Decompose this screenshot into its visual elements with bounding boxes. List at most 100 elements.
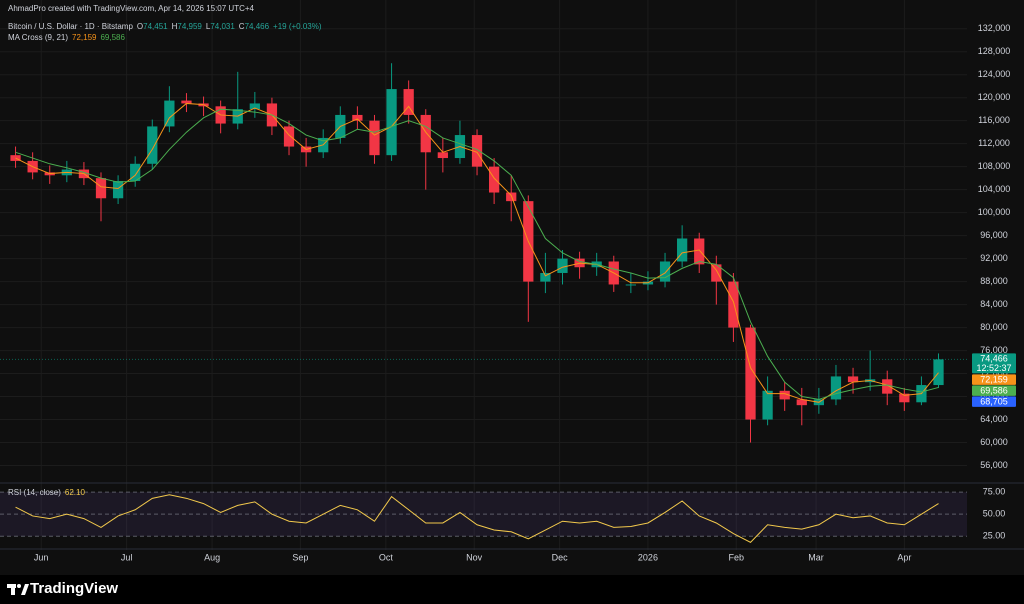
y-tick-label: 128,000 [978, 46, 1011, 56]
candle-body [181, 100, 192, 104]
candle-body [796, 399, 807, 406]
candle-body [164, 100, 175, 127]
symbol-legend: Bitcoin / U.S. Dollar · 1D · Bitstamp O7… [8, 22, 322, 31]
rsi-tick-label: 25.00 [983, 531, 1006, 541]
price-tag-label: 68,705 [980, 396, 1008, 406]
candle-body [830, 376, 842, 400]
ohlc-key: O [136, 22, 144, 31]
rsi-tick-label: 50.00 [983, 509, 1006, 519]
ohlc-value: 74,031 [210, 22, 235, 31]
candle-body [659, 261, 671, 282]
ohlc: O74,451 [137, 22, 168, 31]
x-tick-label: Jul [121, 552, 133, 562]
x-tick-label: Dec [552, 552, 569, 562]
y-tick-label: 116,000 [978, 115, 1010, 125]
ma-legend: MA Cross (9, 21) 72,159 69,586 [8, 33, 125, 42]
y-tick-label: 100,000 [978, 207, 1011, 217]
indicator-name: MA Cross (9, 21) [8, 33, 69, 42]
price-tag-label: 74,466 [980, 353, 1008, 363]
candle-body [420, 114, 431, 153]
x-tick-label: Oct [379, 552, 394, 562]
rsi-line [15, 494, 939, 543]
candle-body [386, 89, 397, 156]
attribution-text: AhmadPro created with TradingView.com, A… [8, 4, 254, 13]
candle-body [882, 379, 893, 394]
candle-body [352, 114, 363, 121]
price-tag [972, 396, 1016, 407]
attribution: AhmadPro created with TradingView.com, A… [8, 4, 254, 13]
ohlc: H74,959 [172, 22, 202, 31]
y-tick-label: 96,000 [980, 230, 1008, 240]
change: +19 (+0.03%) [273, 22, 322, 31]
y-tick-label: 92,000 [980, 253, 1008, 263]
price-tag-label: 72,159 [980, 374, 1008, 384]
y-tick-label: 60,000 [980, 437, 1008, 447]
x-tick-label: Apr [897, 552, 911, 562]
ohlc-value: 74,959 [177, 22, 202, 31]
candle-body [899, 393, 910, 403]
candle-body [403, 89, 414, 115]
symbol: Bitcoin / U.S. Dollar · 1D · Bitstamp [8, 22, 133, 31]
candle-body [728, 281, 739, 328]
candle-body [95, 178, 107, 199]
x-tick-label: Jun [34, 552, 49, 562]
chart-stage: 56,00060,00064,00068,00072,00076,00080,0… [0, 0, 1024, 575]
footer: TradingView [0, 575, 1024, 604]
ohlc-key: H [171, 22, 178, 31]
y-tick-label: 112,000 [978, 138, 1010, 148]
candle-body [369, 120, 380, 156]
ma-slow: 69,586 [100, 33, 125, 42]
ohlc-value: 74,466 [244, 22, 270, 31]
x-tick-label: Sep [292, 552, 308, 562]
candle-body [745, 327, 756, 420]
ohlc: C74,466 [239, 22, 269, 31]
candle-body [557, 258, 568, 273]
y-tick-label: 104,000 [978, 184, 1011, 194]
candle-body [779, 390, 790, 400]
price-tag-label: 69,586 [980, 385, 1008, 395]
countdown: 12:52:37 [976, 363, 1011, 373]
y-tick-label: 64,000 [980, 414, 1008, 424]
ohlc-value: 74,451 [143, 22, 168, 31]
candle-body [437, 152, 448, 159]
y-tick-label: 120,000 [978, 92, 1011, 102]
moving-average [15, 102, 939, 403]
brand[interactable]: TradingView [30, 580, 119, 597]
price-tag [972, 385, 1016, 396]
rsi-value: 62.10 [64, 488, 85, 497]
y-tick-label: 132,000 [978, 23, 1011, 33]
y-tick-label: 76,000 [980, 345, 1008, 355]
rsi-tick-label: 75.00 [983, 487, 1006, 497]
ohlc-key: L [205, 22, 211, 31]
candle-body [625, 284, 636, 286]
ohlc: L74,031 [206, 22, 235, 31]
x-tick-label: Nov [466, 552, 483, 562]
y-tick-label: 108,000 [978, 161, 1011, 171]
x-tick-label: Aug [204, 552, 220, 562]
candle-body [933, 359, 944, 386]
candle-body [762, 390, 773, 420]
y-tick-label: 84,000 [980, 299, 1008, 309]
candle-body [540, 272, 551, 282]
candle-body [112, 181, 124, 199]
y-tick-label: 124,000 [978, 69, 1011, 79]
y-tick-label: 56,000 [980, 460, 1008, 470]
moving-average [15, 108, 939, 400]
candle-body [130, 163, 141, 182]
ma-fast: 72,159 [72, 33, 97, 42]
price-tag [972, 374, 1016, 385]
price-tag [972, 353, 1016, 374]
chart: 56,00060,00064,00068,00072,00076,00080,0… [0, 0, 1024, 562]
y-tick-label: 68,000 [980, 391, 1008, 401]
x-tick-label: Feb [729, 552, 745, 562]
candle-body [471, 135, 483, 167]
candle-body [488, 166, 500, 193]
y-tick-label: 80,000 [980, 322, 1008, 332]
rsi-name: RSI (14, close) [8, 488, 61, 497]
candle-body [283, 126, 295, 147]
logo [7, 584, 29, 595]
ohlc-key: C [238, 22, 245, 31]
candle-body [506, 192, 517, 202]
candle-body [147, 126, 158, 164]
